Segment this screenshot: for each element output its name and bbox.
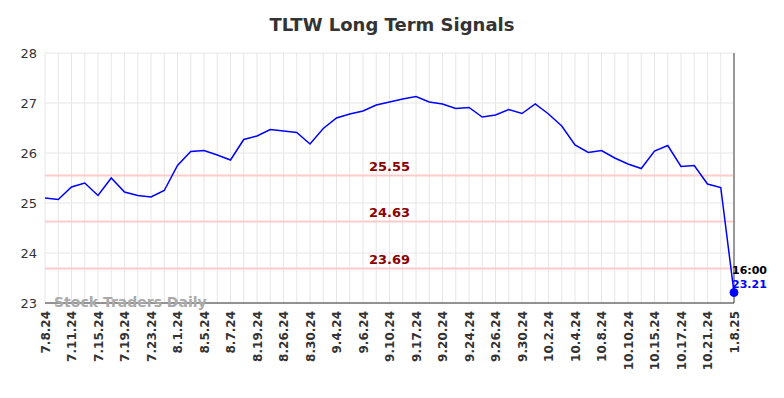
svg-text:8.19.24: 8.19.24 [251, 311, 265, 362]
html-text:Stock Traders Daily: Stock Traders Daily [54, 294, 207, 310]
svg-text:9.26.24: 9.26.24 [489, 311, 503, 362]
svg-text:9.6.24: 9.6.24 [357, 311, 371, 354]
svg-text:16:00: 16:00 [732, 264, 767, 277]
svg-text:27: 27 [20, 96, 37, 111]
svg-text:9.17.24: 9.17.24 [410, 311, 424, 362]
svg-text:8.1.24: 8.1.24 [171, 311, 185, 354]
svg-text:10.2.24: 10.2.24 [542, 311, 556, 362]
html-text:TLTW Long Term Signals: TLTW Long Term Signals [269, 14, 515, 35]
svg-text:10.8.24: 10.8.24 [595, 311, 609, 362]
svg-text:7.15.24: 7.15.24 [92, 311, 106, 362]
svg-text:10.21.24: 10.21.24 [701, 311, 715, 370]
svg-text:24: 24 [20, 246, 37, 261]
svg-text:8.26.24: 8.26.24 [277, 311, 291, 362]
svg-text:28: 28 [20, 46, 37, 61]
svg-text:10.10.24: 10.10.24 [622, 311, 636, 370]
svg-text:23.21: 23.21 [732, 278, 767, 291]
svg-text:8.30.24: 8.30.24 [304, 311, 318, 362]
svg-text:9.20.24: 9.20.24 [436, 311, 450, 362]
svg-text:25: 25 [20, 196, 37, 211]
svg-text:8.5.24: 8.5.24 [198, 311, 212, 354]
svg-text:23: 23 [20, 296, 37, 311]
svg-text:10.4.24: 10.4.24 [569, 311, 583, 362]
svg-text:24.63: 24.63 [369, 205, 410, 220]
svg-text:25.55: 25.55 [369, 159, 410, 174]
svg-text:9.24.24: 9.24.24 [463, 311, 477, 362]
svg-text:8.7.24: 8.7.24 [224, 311, 238, 354]
svg-text:10.15.24: 10.15.24 [648, 311, 662, 370]
svg-text:23.69: 23.69 [369, 252, 410, 267]
svg-text:7.11.24: 7.11.24 [65, 311, 79, 362]
svg-text:9.10.24: 9.10.24 [383, 311, 397, 362]
svg-text:7.19.24: 7.19.24 [118, 311, 132, 362]
svg-text:7.23.24: 7.23.24 [145, 311, 159, 362]
svg-text:10.17.24: 10.17.24 [675, 311, 689, 370]
svg-text:9.4.24: 9.4.24 [330, 311, 344, 354]
svg-text:1.8.25: 1.8.25 [728, 311, 742, 354]
svg-text:7.8.24: 7.8.24 [39, 311, 53, 354]
svg-text:26: 26 [20, 146, 37, 161]
svg-text:9.30.24: 9.30.24 [516, 311, 530, 362]
